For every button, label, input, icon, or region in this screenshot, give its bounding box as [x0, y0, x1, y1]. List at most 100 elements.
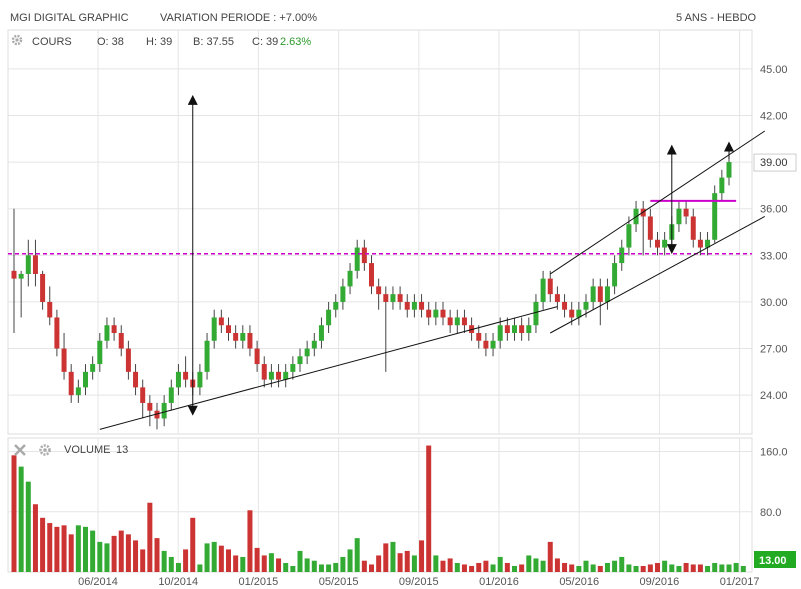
volume-bar — [111, 535, 117, 572]
volume-bar — [390, 541, 396, 572]
price-tick-label: 27.00 — [760, 344, 788, 356]
candle — [183, 356, 189, 388]
candle — [490, 333, 496, 357]
last-volume-tag: 13.00 — [754, 551, 796, 568]
trendline — [99, 306, 558, 430]
volume-bar — [583, 560, 589, 572]
volume-bar — [440, 560, 446, 572]
volume-bar — [311, 560, 317, 572]
candle — [140, 379, 146, 419]
volume-tick-label: 160.0 — [760, 447, 788, 459]
volume-bar — [83, 526, 88, 572]
candle — [118, 325, 124, 357]
volume-bar — [733, 562, 739, 572]
price-axis: 24.00 27.00 30.00 33.00 36.00 39.00 42.00 45.00 — [760, 64, 788, 402]
price-levels — [8, 199, 752, 255]
volume-bar — [354, 538, 360, 572]
candle — [390, 286, 396, 310]
time-axis: 06/2014 10/2014 01/2015 05/2015 09/2015 01/20… — [78, 576, 759, 588]
volume-bar — [447, 558, 453, 572]
volume-bar — [569, 564, 575, 572]
price-panel-frame — [7, 29, 753, 435]
volume-bar — [426, 445, 432, 572]
volume-legend-name: VOLUME — [64, 444, 110, 456]
volume-bar — [233, 555, 239, 572]
x-tick-label: 09/2015 — [399, 576, 439, 588]
volume-bar — [154, 538, 160, 572]
volume-bar — [590, 564, 596, 572]
volume-bar — [683, 562, 689, 572]
volume-bar — [547, 541, 553, 572]
volume-bar — [247, 510, 253, 572]
candle — [68, 364, 74, 403]
volume-bar — [411, 555, 417, 572]
volume-bar — [726, 564, 732, 572]
candle — [440, 301, 446, 326]
volume-bar — [104, 543, 110, 572]
candle — [311, 333, 317, 357]
candle — [726, 154, 732, 186]
volume-bar — [68, 534, 74, 572]
volume-bar — [197, 564, 203, 572]
candle — [125, 340, 131, 380]
candle — [304, 340, 310, 365]
x-tick-label: 06/2014 — [78, 576, 118, 588]
volume-bar — [604, 562, 610, 572]
price-settings-icon[interactable] — [11, 34, 23, 46]
candle — [161, 395, 167, 427]
candle — [690, 208, 696, 248]
volume-bar — [469, 565, 475, 572]
volume-bar — [562, 562, 568, 572]
volume-bar — [461, 564, 467, 572]
volume-bar — [397, 553, 403, 572]
volume-bar — [297, 550, 303, 572]
volume-bar — [161, 550, 167, 572]
candle — [25, 239, 31, 287]
candle — [204, 333, 210, 380]
candle — [547, 270, 553, 302]
candle — [347, 263, 353, 295]
candle — [426, 301, 432, 326]
volume-bar — [276, 558, 282, 572]
volume-bar — [190, 517, 196, 572]
volume-bar — [476, 562, 482, 572]
volume-bar — [369, 564, 374, 572]
volume-bar — [504, 562, 510, 572]
volume-bar — [125, 534, 131, 572]
volume-bar — [168, 556, 174, 572]
candle — [497, 317, 503, 349]
close-icon[interactable] — [14, 444, 26, 456]
candle — [376, 278, 382, 310]
candle — [562, 294, 568, 318]
candle — [419, 294, 425, 318]
volume-bar — [18, 466, 24, 572]
x-tick-label: 05/2016 — [559, 576, 599, 588]
volume-bar — [719, 564, 725, 572]
volume-settings-icon[interactable] — [39, 444, 51, 456]
x-tick-label: 09/2016 — [640, 576, 680, 588]
volume-bar — [40, 517, 46, 572]
volume-bar — [540, 560, 546, 572]
volume-bar — [512, 565, 517, 572]
price-close: C: 39 — [252, 36, 278, 48]
volume-tick-label: 80.0 — [760, 507, 781, 519]
candle — [655, 232, 660, 256]
candle — [662, 232, 668, 256]
volume-bar — [454, 562, 460, 572]
period-selector[interactable]: 5 ANS - HEBDO — [676, 12, 757, 24]
volume-bar — [261, 555, 267, 572]
svg-text:39.00: 39.00 — [760, 157, 788, 169]
candle — [218, 309, 224, 333]
candle — [233, 325, 239, 349]
candle — [597, 278, 603, 326]
variation-label: VARIATION PERIODE : +7.00% — [160, 12, 318, 24]
candle — [283, 364, 289, 388]
candle — [619, 239, 625, 271]
candle — [719, 169, 725, 201]
price-tick-label: 42.00 — [760, 110, 788, 122]
volume-bar — [690, 564, 696, 572]
volume-bar — [333, 562, 339, 572]
candle — [297, 348, 303, 372]
volume-bar — [419, 540, 425, 572]
